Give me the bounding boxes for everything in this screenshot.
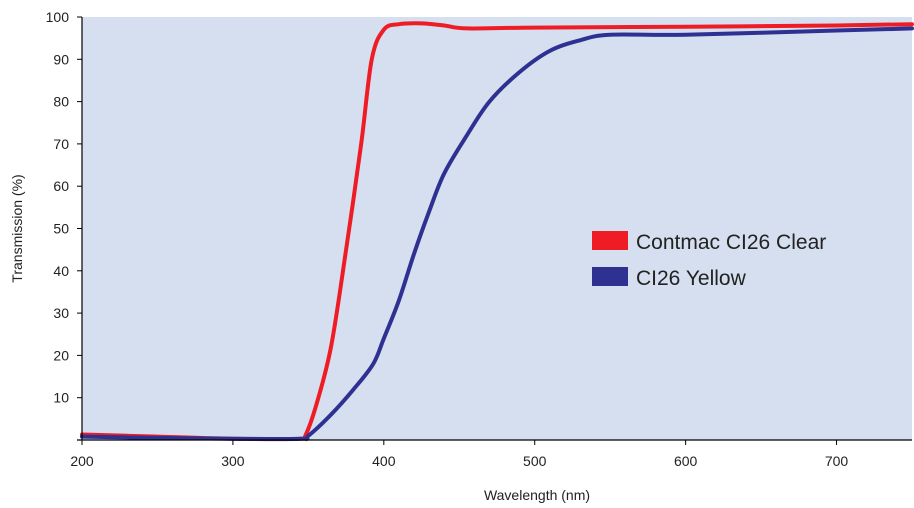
y-tick-label: 100 [46,9,70,25]
x-tick-label: 700 [825,453,849,469]
plot-area [82,17,912,440]
series-line-2 [80,26,914,441]
legend: Contmac CI26 Clear CI26 Yellow [592,231,826,290]
y-tick-label: 80 [53,94,69,110]
y-tick-label: 40 [53,263,69,279]
ticks-layer: 10 20 30 40 50 60 70 80 90 100 200 300 400 500 600 700 [46,9,849,469]
y-tick-label: 70 [53,136,69,152]
x-tick-label: 300 [221,453,245,469]
legend-swatch-2 [592,267,628,286]
x-tick-label: 400 [372,453,396,469]
x-tick-label: 600 [674,453,698,469]
y-tick-label: 10 [53,390,69,406]
series-layer [80,21,914,442]
y-axis-title: Transmission (%) [9,174,25,282]
legend-label-1: Contmac CI26 Clear [636,231,826,254]
x-axis-title: Wavelength (nm) [484,487,590,503]
legend-label-2: CI26 Yellow [636,267,747,290]
legend-swatch-1 [592,231,628,250]
y-tick-label: 90 [53,51,69,67]
x-tick-label: 500 [523,453,547,469]
y-tick-label: 30 [53,305,69,321]
x-tick-label: 200 [70,453,94,469]
y-tick-label: 20 [53,347,69,363]
y-tick-label: 50 [53,221,69,237]
y-tick-label: 60 [53,178,69,194]
